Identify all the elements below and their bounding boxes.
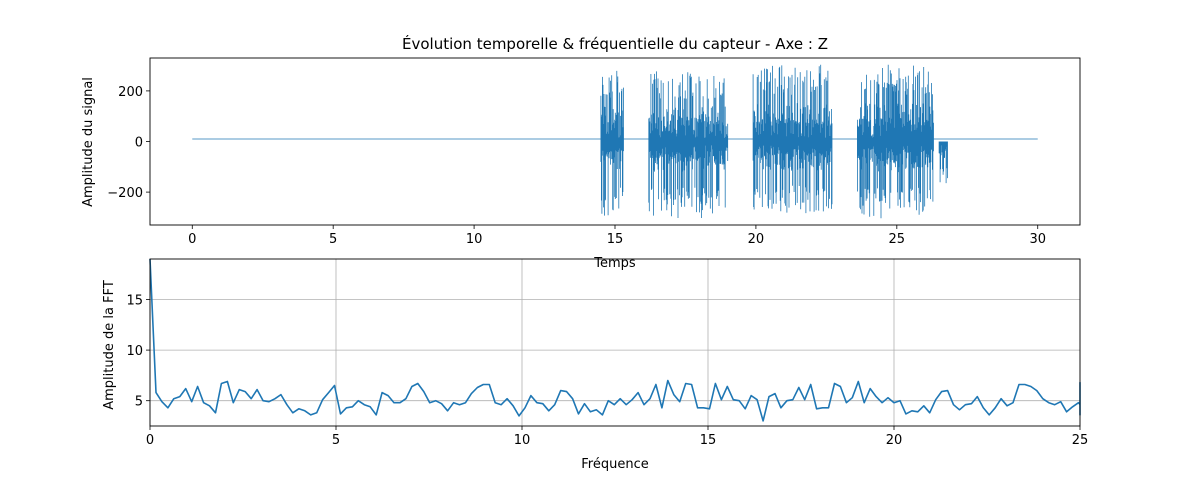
- time-xtick-label: 25: [889, 232, 906, 247]
- signal-burst-1: [648, 71, 729, 218]
- fft-plot-frame: [149, 258, 1081, 427]
- time-ytick-label: 0: [135, 136, 143, 151]
- time-xtick-label: 10: [466, 232, 483, 247]
- fft-xtick-label: 10: [514, 433, 531, 448]
- signal-burst-0: [600, 70, 624, 216]
- time-xtick-label: 15: [607, 232, 624, 247]
- time-plot-ylabel: Amplitude du signal: [81, 77, 96, 207]
- fft-series-line: [149, 258, 1081, 422]
- fft-xtick-label: 15: [700, 433, 717, 448]
- time-ytick-label: 200: [118, 85, 143, 100]
- fft-xtick-label: 20: [886, 433, 903, 448]
- fft-ytick-label: 10: [126, 344, 143, 359]
- time-plot: 0 5 10 15 20 25 30 200 0 −200 Temps Amplitude du…: [81, 57, 1081, 271]
- fft-plot-xticks: 0 5 10 15 20 25: [146, 426, 1088, 448]
- fft-plot-xlabel: Fréquence: [581, 457, 648, 472]
- fft-xtick-label: 5: [332, 433, 340, 448]
- fft-plot-yticks: 5 10 15: [126, 293, 150, 410]
- fft-ytick-label: 15: [126, 293, 143, 308]
- time-plot-xticks: 0 5 10 15 20 25 30: [188, 225, 1046, 247]
- time-plot-lines: [192, 64, 1038, 219]
- time-xtick-label: 0: [188, 232, 196, 247]
- time-xtick-label: 20: [748, 232, 765, 247]
- fft-ytick-label: 5: [135, 395, 143, 410]
- time-ytick-label: −200: [107, 186, 143, 201]
- fft-xtick-label: 25: [1072, 433, 1089, 448]
- fft-plot-grid: [149, 259, 1081, 426]
- time-xtick-label: 30: [1029, 232, 1046, 247]
- time-xtick-label: 5: [329, 232, 337, 247]
- time-plot-xlabel: Temps: [593, 256, 636, 271]
- signal-burst-2: [752, 64, 833, 214]
- fft-plot-ylabel: Amplitude de la FFT: [102, 280, 117, 410]
- signal-burst-3: [857, 64, 934, 219]
- chart-title: Évolution temporelle & fréquentielle du …: [402, 34, 828, 53]
- fft-plot: 0 5 10 15 20 25 5 10 15 Fréquence Amplitude de …: [102, 258, 1088, 472]
- signal-burst-4: [938, 141, 948, 184]
- fft-plot-lines: [149, 258, 1081, 422]
- time-plot-yticks: 200 0 −200: [107, 85, 150, 201]
- fft-xtick-label: 0: [146, 433, 154, 448]
